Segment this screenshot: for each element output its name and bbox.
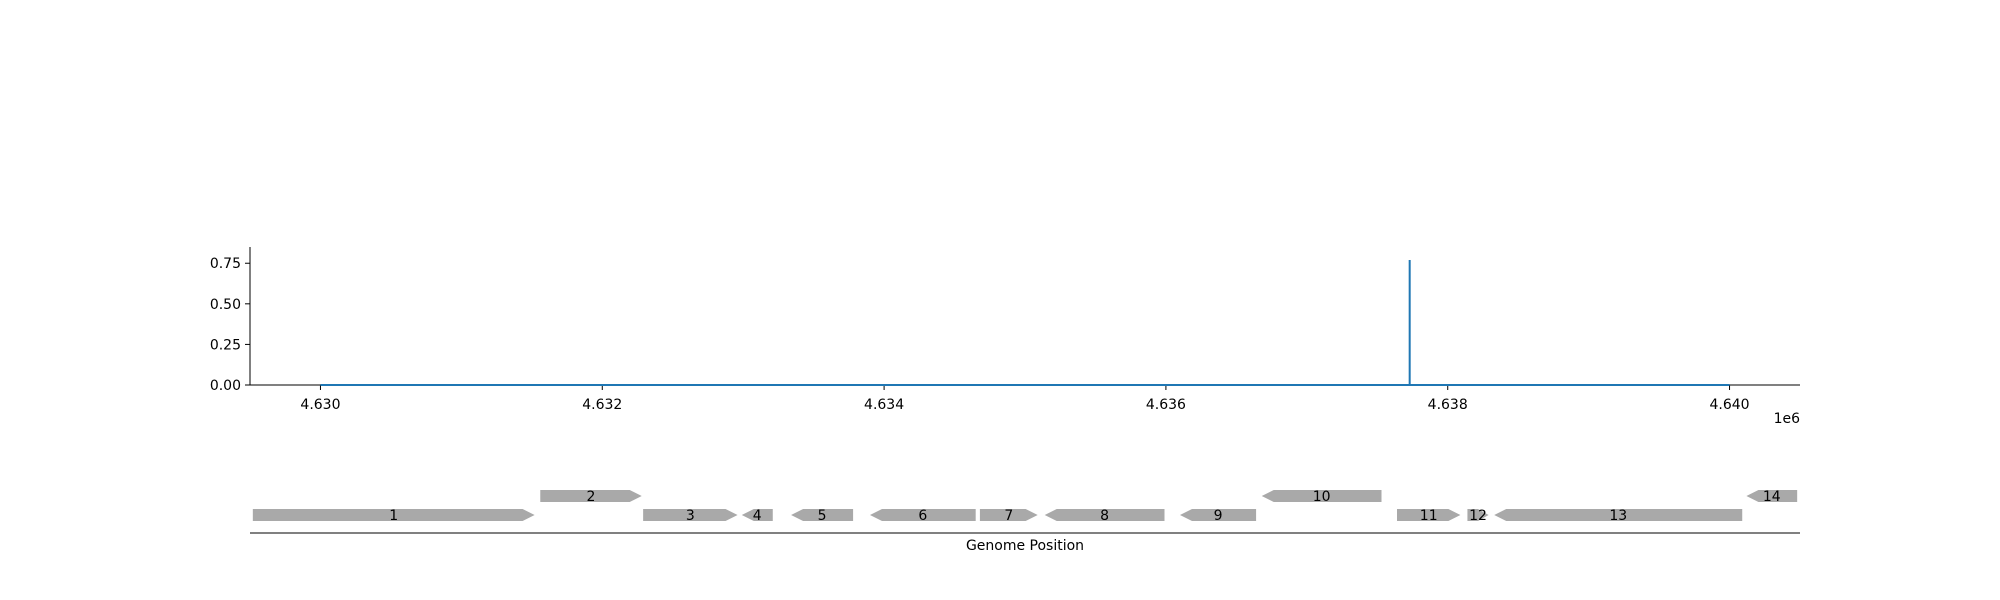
gene-label-8: 8 [1100, 508, 1109, 524]
x-tick-label: 4.636 [1146, 397, 1186, 413]
gene-label-9: 9 [1214, 508, 1223, 524]
gene-arrow-4 [741, 509, 773, 521]
gene-label-5: 5 [818, 508, 827, 524]
gene-label-10: 10 [1313, 489, 1331, 505]
gene-label-1: 1 [389, 508, 398, 524]
gene-arrow-13 [1494, 509, 1743, 521]
gene-label-7: 7 [1004, 508, 1013, 524]
x-tick-label: 4.638 [1428, 397, 1468, 413]
gene-label-13: 13 [1609, 508, 1627, 524]
gene-label-14: 14 [1763, 489, 1781, 505]
x-tick-label: 4.634 [864, 397, 904, 413]
gene-arrow-14 [1746, 490, 1798, 502]
gene-arrow-7 [979, 509, 1038, 521]
gene-arrow-3 [643, 509, 738, 521]
gene-arrow-6 [870, 509, 976, 521]
coverage-x-ticks: 4.630 4.632 4.634 4.636 4.638 4.640 [300, 385, 1750, 413]
gene-label-11: 11 [1420, 508, 1438, 524]
y-tick-label: 0.25 [210, 337, 241, 353]
gene-label-4: 4 [753, 508, 762, 524]
gene-arrow-10 [1261, 490, 1382, 502]
gene-arrow-2 [540, 490, 642, 502]
gene-label-2: 2 [587, 489, 596, 505]
gene-arrow-8 [1044, 509, 1165, 521]
gene-arrow-1 [252, 509, 535, 521]
y-tick-label: 0.00 [210, 378, 241, 394]
gene-arrow-11 [1397, 509, 1461, 521]
gene-label-3: 3 [686, 508, 695, 524]
gene-label-12: 12 [1469, 508, 1487, 524]
gene-arrow-12 [1467, 509, 1489, 521]
x-tick-label: 4.640 [1709, 397, 1749, 413]
gene-map-xlabel: Genome Position [966, 538, 1084, 554]
gene-arrow-9 [1180, 509, 1257, 521]
x-tick-label: 4.630 [300, 397, 340, 413]
y-tick-label: 0.75 [210, 256, 241, 272]
x-axis-exponent-label: 1e6 [1774, 411, 1801, 427]
coverage-line [320, 259, 1730, 386]
coverage-plot: 0.000.250.500.75 4.630 4.632 4.634 4.636 4.6… [210, 247, 1800, 427]
x-tick-label: 4.632 [582, 397, 622, 413]
gene-arrow-5 [791, 509, 854, 521]
gene-label-6: 6 [918, 508, 927, 524]
coverage-series [320, 259, 1730, 386]
y-tick-label: 0.50 [210, 297, 241, 313]
coverage-y-ticks: 0.00 0.25 0.50 0.75 [210, 256, 250, 394]
